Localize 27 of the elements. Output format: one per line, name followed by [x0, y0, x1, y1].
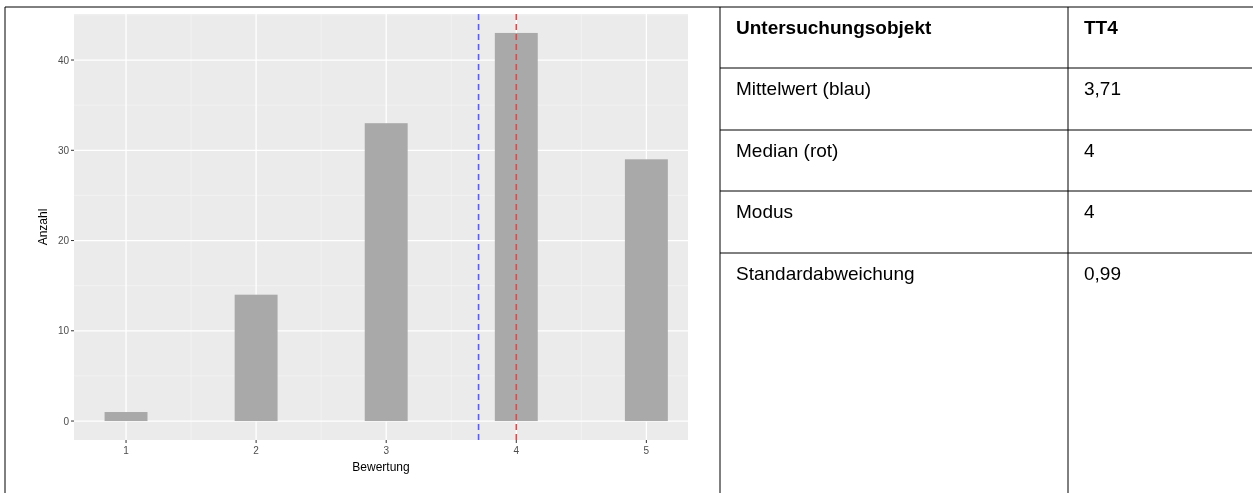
text: Untersuchungsobjekt [736, 17, 932, 38]
text: 0,99 [1084, 263, 1121, 284]
text: 3,71 [1084, 78, 1121, 99]
text: TT4 [1084, 17, 1119, 38]
text: Median (rot) [736, 140, 839, 161]
x-axis-title: Bewertung [352, 460, 410, 474]
bar [364, 123, 408, 422]
y-tick-label: 20 [57, 235, 70, 247]
x-tick-label: 2 [253, 445, 260, 456]
text: Modus [736, 201, 794, 222]
x-tick-label: 4 [513, 445, 520, 456]
x-tick-label: 1 [123, 445, 130, 456]
bar [624, 159, 668, 422]
text: 4 [1084, 201, 1095, 222]
y-axis-title: Anzahl [36, 208, 50, 246]
bar [104, 412, 148, 422]
y-tick-label: 30 [57, 144, 70, 156]
text: Mittelwert (blau) [736, 78, 872, 99]
bar [494, 32, 538, 422]
y-tick-label: 10 [57, 325, 70, 337]
bar [234, 294, 278, 422]
y-tick-label: 0 [63, 415, 70, 427]
text: 4 [1084, 140, 1095, 161]
x-tick-label: 3 [383, 445, 390, 456]
y-tick-label: 40 [57, 54, 70, 66]
text: Standardabweichung [736, 263, 915, 284]
x-tick-label: 5 [643, 445, 650, 456]
